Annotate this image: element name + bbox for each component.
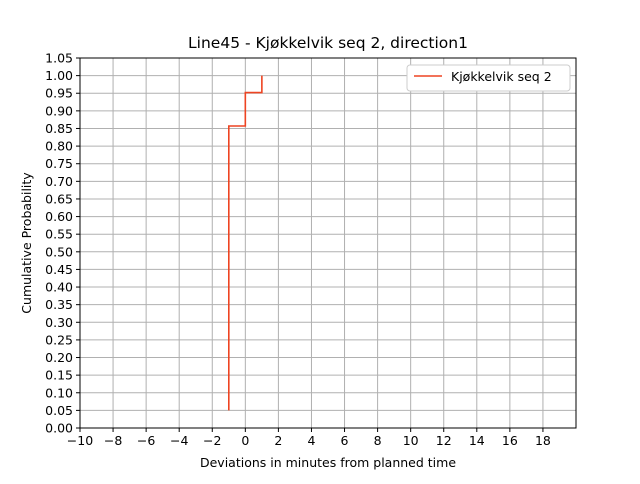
y-tick-label: 0.10 bbox=[45, 385, 73, 400]
x-axis-ticks: −10 −8 −6 −4 −2 0 2 4 6 8 10 12 14 16 18 bbox=[67, 428, 551, 448]
y-tick-label: 0.95 bbox=[45, 86, 73, 101]
grid bbox=[79, 57, 576, 429]
y-tick-label: 1.00 bbox=[45, 68, 73, 83]
y-tick-label: 0.90 bbox=[45, 103, 73, 118]
y-tick-label: 0.30 bbox=[45, 315, 73, 330]
y-tick-label: 0.00 bbox=[45, 421, 73, 436]
y-tick-label: 0.55 bbox=[45, 227, 73, 242]
x-tick-label: −4 bbox=[170, 433, 188, 448]
y-axis-ticks: 0.00 0.05 0.10 0.15 0.20 0.25 0.30 0.35 0.40 0.45… bbox=[45, 51, 80, 436]
y-tick-label: 0.25 bbox=[45, 332, 73, 347]
y-tick-label: 0.70 bbox=[45, 174, 73, 189]
legend-label: Kjøkkelvik seq 2 bbox=[451, 69, 552, 84]
x-tick-label: 4 bbox=[307, 433, 315, 448]
y-tick-label: 0.80 bbox=[45, 139, 73, 154]
x-tick-label: 6 bbox=[341, 433, 349, 448]
y-tick-label: 0.60 bbox=[45, 209, 73, 224]
y-tick-label: 0.50 bbox=[45, 244, 73, 259]
x-tick-label: 10 bbox=[403, 433, 419, 448]
x-tick-label: −10 bbox=[67, 433, 93, 448]
x-tick-label: 8 bbox=[374, 433, 382, 448]
legend: Kjøkkelvik seq 2 bbox=[406, 64, 571, 92]
x-tick-label: 18 bbox=[535, 433, 551, 448]
x-tick-label: 2 bbox=[274, 433, 282, 448]
x-tick-label: 14 bbox=[469, 433, 485, 448]
x-tick-label: 12 bbox=[436, 433, 452, 448]
y-tick-label: 0.05 bbox=[45, 403, 73, 418]
series-layer bbox=[228, 75, 263, 411]
y-tick-label: 0.40 bbox=[45, 280, 73, 295]
x-tick-label: 16 bbox=[502, 433, 518, 448]
x-tick-label: −6 bbox=[137, 433, 155, 448]
plot-frame bbox=[79, 57, 577, 429]
y-tick-label: 0.35 bbox=[45, 297, 73, 312]
x-tick-label: −8 bbox=[104, 433, 122, 448]
y-axis-label: Cumulative Probability bbox=[19, 172, 34, 314]
legend-box bbox=[406, 64, 571, 92]
y-tick-label: 0.65 bbox=[45, 191, 73, 206]
x-tick-label: 0 bbox=[241, 433, 249, 448]
y-tick-label: 0.75 bbox=[45, 156, 73, 171]
x-axis-label: Deviations in minutes from planned time bbox=[200, 455, 456, 470]
y-tick-label: 1.05 bbox=[45, 51, 73, 66]
chart-title: Line45 - Kjøkkelvik seq 2, direction1 bbox=[188, 34, 468, 52]
y-tick-label: 0.45 bbox=[45, 262, 73, 277]
x-tick-label: −2 bbox=[203, 433, 221, 448]
series-line bbox=[228, 75, 263, 411]
y-tick-label: 0.85 bbox=[45, 121, 73, 136]
y-tick-label: 0.20 bbox=[45, 350, 73, 365]
y-tick-label: 0.15 bbox=[45, 368, 73, 383]
